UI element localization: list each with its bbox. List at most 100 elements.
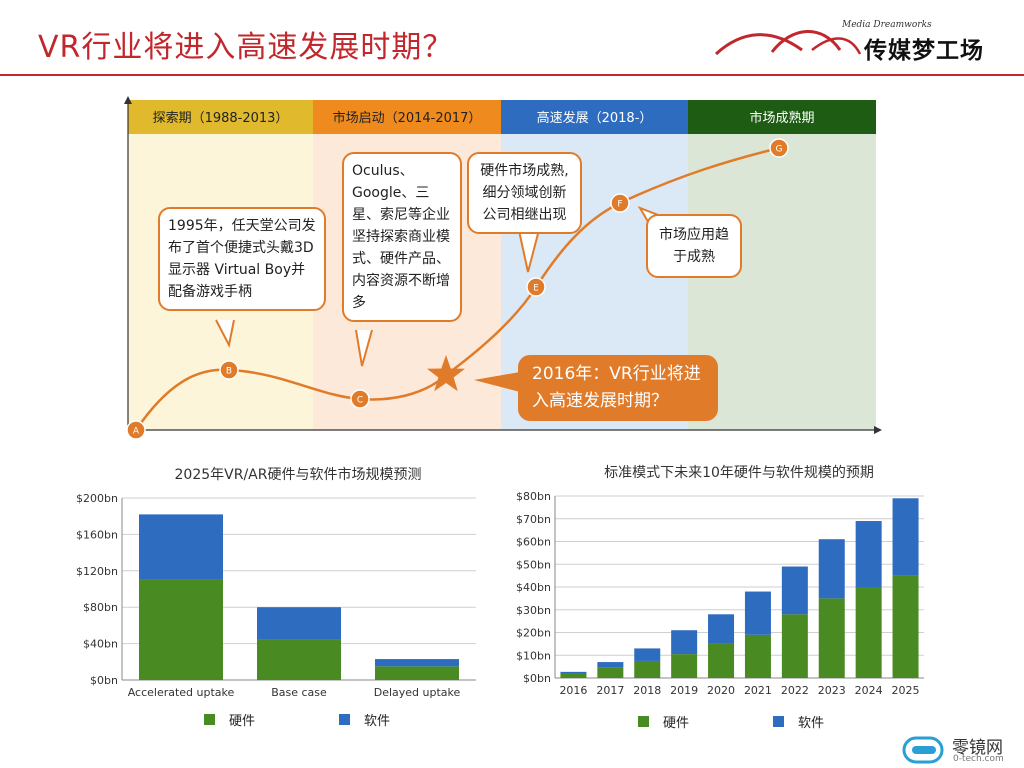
bar-hardware-3 [671,654,698,678]
bar-hardware-0 [139,579,223,680]
x-tick-label: Delayed uptake [374,686,461,699]
phase-label: 高速发展（2018-） [537,110,653,126]
bar-hardware-1 [257,639,341,680]
legend-label: 硬件 [229,714,256,729]
bar-software-4 [708,614,735,644]
bar-software-6 [781,566,808,615]
timeline-point-label: G [776,145,783,155]
legend-label: 软件 [364,714,391,729]
star-icon [427,355,465,392]
timeline-point-a [126,420,146,440]
phase-header [313,100,501,134]
y-tick-label: $0bn [523,672,551,685]
chart2-ten-year-forecast: $0bn $10bn $20bn $30bn $40bn $50bn $60bn $70bn $… [516,490,924,697]
y-tick-label: $20bn [516,627,551,640]
bar-hardware-5 [744,634,771,678]
legend-label: 软件 [798,716,825,731]
chart1-market-forecast: $0bn $40bn $80bn $120bn $160bn $200bn Accelera… [76,492,476,699]
chart1-legend-hardware: 硬件 [204,710,255,729]
bar-software-0 [139,514,223,580]
bubble-market-mature: 市场应用趋于成熟 [646,214,742,278]
timeline-point-label: F [617,200,622,210]
chart1-legend-software: 软件 [339,710,390,729]
y-tick-label: $80bn [516,490,551,503]
bubble-pointer [474,372,520,392]
timeline-point-label: B [226,367,232,377]
legend-swatch-software [773,716,784,727]
y-tick-label: $160bn [76,528,118,541]
y-tick-label: $40bn [83,638,118,651]
phase-header [128,100,313,134]
timeline-point-b [219,360,239,380]
phase-header [688,100,876,134]
footer-logo-url: 0-tech.com [953,754,1004,764]
bubble-enterprise: Oculus、Google、三星、索尼等企业坚持探索商业模式、硬件产品、内容资源… [342,152,462,322]
bar-hardware-8 [855,587,882,678]
timeline-point-e [526,277,546,297]
x-tick-label: 2024 [855,684,883,697]
bar-hardware-4 [708,643,735,678]
y-axis-arrow [124,96,132,104]
chart2-legend-software: 软件 [773,712,824,731]
bar-hardware-1 [597,667,624,678]
bar-hardware-2 [634,660,661,678]
bubble-virtual-boy: 1995年，任天堂公司发布了首个便捷式头戴3D显示器 Virtual Boy并配… [158,207,326,311]
bar-software-1 [597,662,624,668]
bar-hardware-9 [892,575,919,678]
x-tick-label: 2023 [818,684,846,697]
y-tick-label: $120bn [76,565,118,578]
bar-software-8 [855,521,882,587]
page-title: VR行业将进入高速发展时期？ [38,30,454,65]
x-tick-label: 2016 [559,684,587,697]
legend-swatch-hardware [638,716,649,727]
bar-hardware-7 [818,598,845,678]
timeline-point-label: C [357,396,363,406]
bar-software-7 [818,539,845,599]
logo-name: 传媒梦工场 [864,38,984,64]
bubble-hardware-mature: 硬件市场成熟,细分领域创新公司相继出现 [467,152,582,234]
header-divider [0,74,1024,76]
y-tick-label: $0bn [90,674,118,687]
y-tick-label: $70bn [516,513,551,526]
bar-software-2 [634,648,661,661]
footer-logo-name: 零镜网 [952,738,1003,758]
x-tick-label: 2018 [633,684,661,697]
bar-hardware-0 [560,672,587,678]
x-tick-label: 2025 [892,684,920,697]
chart2-legend-hardware: 硬件 [638,712,689,731]
x-tick-label: 2017 [596,684,624,697]
phase-label: 市场启动（2014-2017） [333,110,482,126]
bubble-pointer [355,329,373,367]
timeline-point-c [350,389,370,409]
legend-swatch-software [339,714,350,725]
x-tick-label: 2020 [707,684,735,697]
phase-label: 探索期（1988-2013） [153,111,289,126]
bubble-2016-question: 2016年：VR行业将进入高速发展时期？ [518,355,718,421]
y-tick-label: $80bn [83,601,118,614]
x-axis-arrow [874,426,882,434]
phase-label: 市场成熟期 [749,110,814,126]
logo-subtitle: Media Dreamworks [842,20,932,30]
bar-software-3 [671,630,698,655]
phase-header [501,100,688,134]
bar-software-9 [892,498,919,576]
bar-software-2 [375,659,459,667]
timeline-point-label: A [133,427,140,437]
y-tick-label: $10bn [516,649,551,662]
x-tick-label: Accelerated uptake [128,686,235,699]
brand-logo-icon [714,30,862,56]
timeline-point-f [610,193,630,213]
chart1-title: 2025年VR/AR硬件与软件市场规模预测 [174,467,422,483]
footer-logo-icon [902,736,944,764]
y-tick-label: $40bn [516,581,551,594]
x-tick-label: 2021 [744,684,772,697]
y-tick-label: $60bn [516,536,551,549]
bar-software-5 [744,591,771,635]
bar-hardware-6 [781,614,808,678]
timeline-point-g [769,138,789,158]
bar-software-0 [560,671,587,673]
y-tick-label: $30bn [516,604,551,617]
bubble-pointer [215,319,235,348]
legend-swatch-hardware [204,714,215,725]
y-tick-label: $200bn [76,492,118,505]
